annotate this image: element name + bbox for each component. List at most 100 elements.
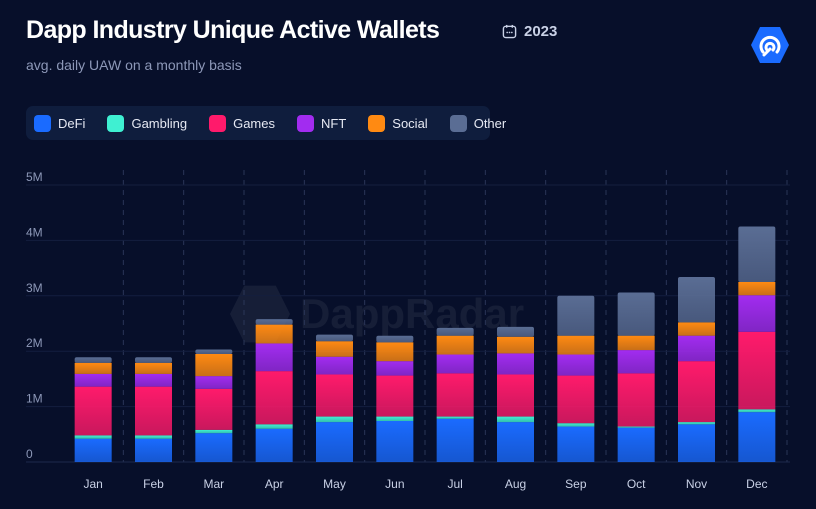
legend-item-other[interactable]: Other [449,114,507,132]
bar-sep-other [557,295,595,336]
bar-mar-social [195,353,233,377]
y-tick-label: 5M [26,170,43,184]
legend-item-gambling[interactable]: Gambling [107,114,188,132]
bar-jul-defi [436,418,474,462]
bar-oct-defi [617,427,655,462]
legend-label: Other [473,115,507,131]
x-tick-label: Apr [265,477,284,491]
bar-jul-other [436,327,474,336]
legend-item-social[interactable]: Social [368,114,428,132]
bar-nov-nft [678,335,715,362]
x-tick-label: Jul [447,477,462,491]
bar-aug-defi [497,422,534,462]
dappradar-logo-icon[interactable] [750,26,790,64]
bar-jul-nft [436,354,474,374]
y-tick-label: 0 [26,447,33,461]
y-tick-label: 2M [26,336,43,350]
bar-apr-nft [255,343,293,372]
bar-dec-other [738,226,776,282]
legend-label: Social [392,115,428,131]
bar-mar-other [195,349,233,354]
bar-jan-defi [74,438,112,462]
bar-nov-social [678,322,715,336]
bar-feb-social [135,362,172,374]
bar-jan-nft [74,373,112,387]
x-tick-label: Jun [385,477,404,491]
bar-aug-other [497,326,534,337]
bar-apr-games [255,371,293,425]
bar-jan-gambling [74,435,112,439]
bar-feb-nft [135,373,172,387]
legend-label: DeFi [58,115,86,131]
bar-dec-nft [738,295,776,332]
bar-apr-gambling [255,424,293,429]
x-tick-label: Oct [627,477,646,491]
legend-label: Gambling [131,115,188,131]
bar-jun-defi [376,421,414,462]
x-tick-label: Feb [143,477,164,491]
bar-may-gambling [316,416,353,423]
legend-swatch [297,114,314,132]
bar-jan-social [74,362,112,374]
bar-oct-games [617,373,655,427]
x-tick-label: May [323,477,346,491]
bar-sep-social [557,335,595,355]
legend-item-games[interactable]: Games [209,114,275,132]
bar-may-nft [316,356,353,375]
bar-sep-games [557,375,595,424]
x-tick-label: Aug [505,477,526,491]
bar-jul-games [436,373,474,417]
bar-dec-social [738,281,776,296]
bar-jun-nft [376,361,414,376]
legend-swatch [368,114,386,132]
bar-aug-social [497,336,534,354]
bar-mar-nft [195,376,233,389]
bar-oct-social [617,335,655,351]
legend-swatch [107,114,125,132]
chart-title: Dapp Industry Unique Active Wallets [26,16,440,44]
legend-item-defi[interactable]: DeFi [34,114,86,132]
bar-oct-nft [617,350,655,374]
bar-aug-gambling [497,416,534,423]
bar-aug-games [497,374,534,417]
bar-sep-defi [557,426,595,462]
legend-label: Games [233,115,275,131]
bar-jun-games [376,375,414,417]
bar-mar-games [195,388,233,430]
bar-nov-gambling [678,422,715,425]
bar-jul-social [436,335,474,355]
bar-jan-other [74,357,112,363]
bar-nov-other [678,276,715,323]
legend-swatch [209,114,227,132]
bar-may-defi [316,422,353,462]
bar-sep-gambling [557,423,595,427]
bar-oct-other [617,292,655,336]
year-selector[interactable]: 2023 [502,23,557,40]
bar-jun-social [376,342,414,362]
bar-dec-games [738,331,776,410]
bar-may-games [316,374,353,417]
y-tick-label: 3M [26,281,43,295]
calendar-icon [502,24,517,39]
x-tick-label: Mar [203,477,224,491]
x-tick-label: Sep [565,477,587,491]
x-tick-label: Nov [686,477,707,491]
year-label: 2023 [524,23,558,40]
bar-apr-defi [255,428,293,462]
bar-may-social [316,341,353,357]
legend-item-nft[interactable]: NFT [297,114,347,132]
bar-jul-gambling [436,416,474,419]
chart-legend: DeFi Gambling Games NFT Social Other [26,106,506,140]
x-tick-label: Jan [83,477,102,491]
bar-sep-nft [557,354,595,376]
legend-swatch [34,114,51,132]
bar-feb-games [135,386,172,436]
legend-label: NFT [321,115,347,131]
bar-jun-other [376,335,414,343]
bar-apr-social [255,324,293,344]
bar-jan-games [74,386,112,436]
bar-aug-nft [497,353,534,375]
x-tick-label: Dec [746,477,767,491]
bar-dec-defi [738,412,776,462]
